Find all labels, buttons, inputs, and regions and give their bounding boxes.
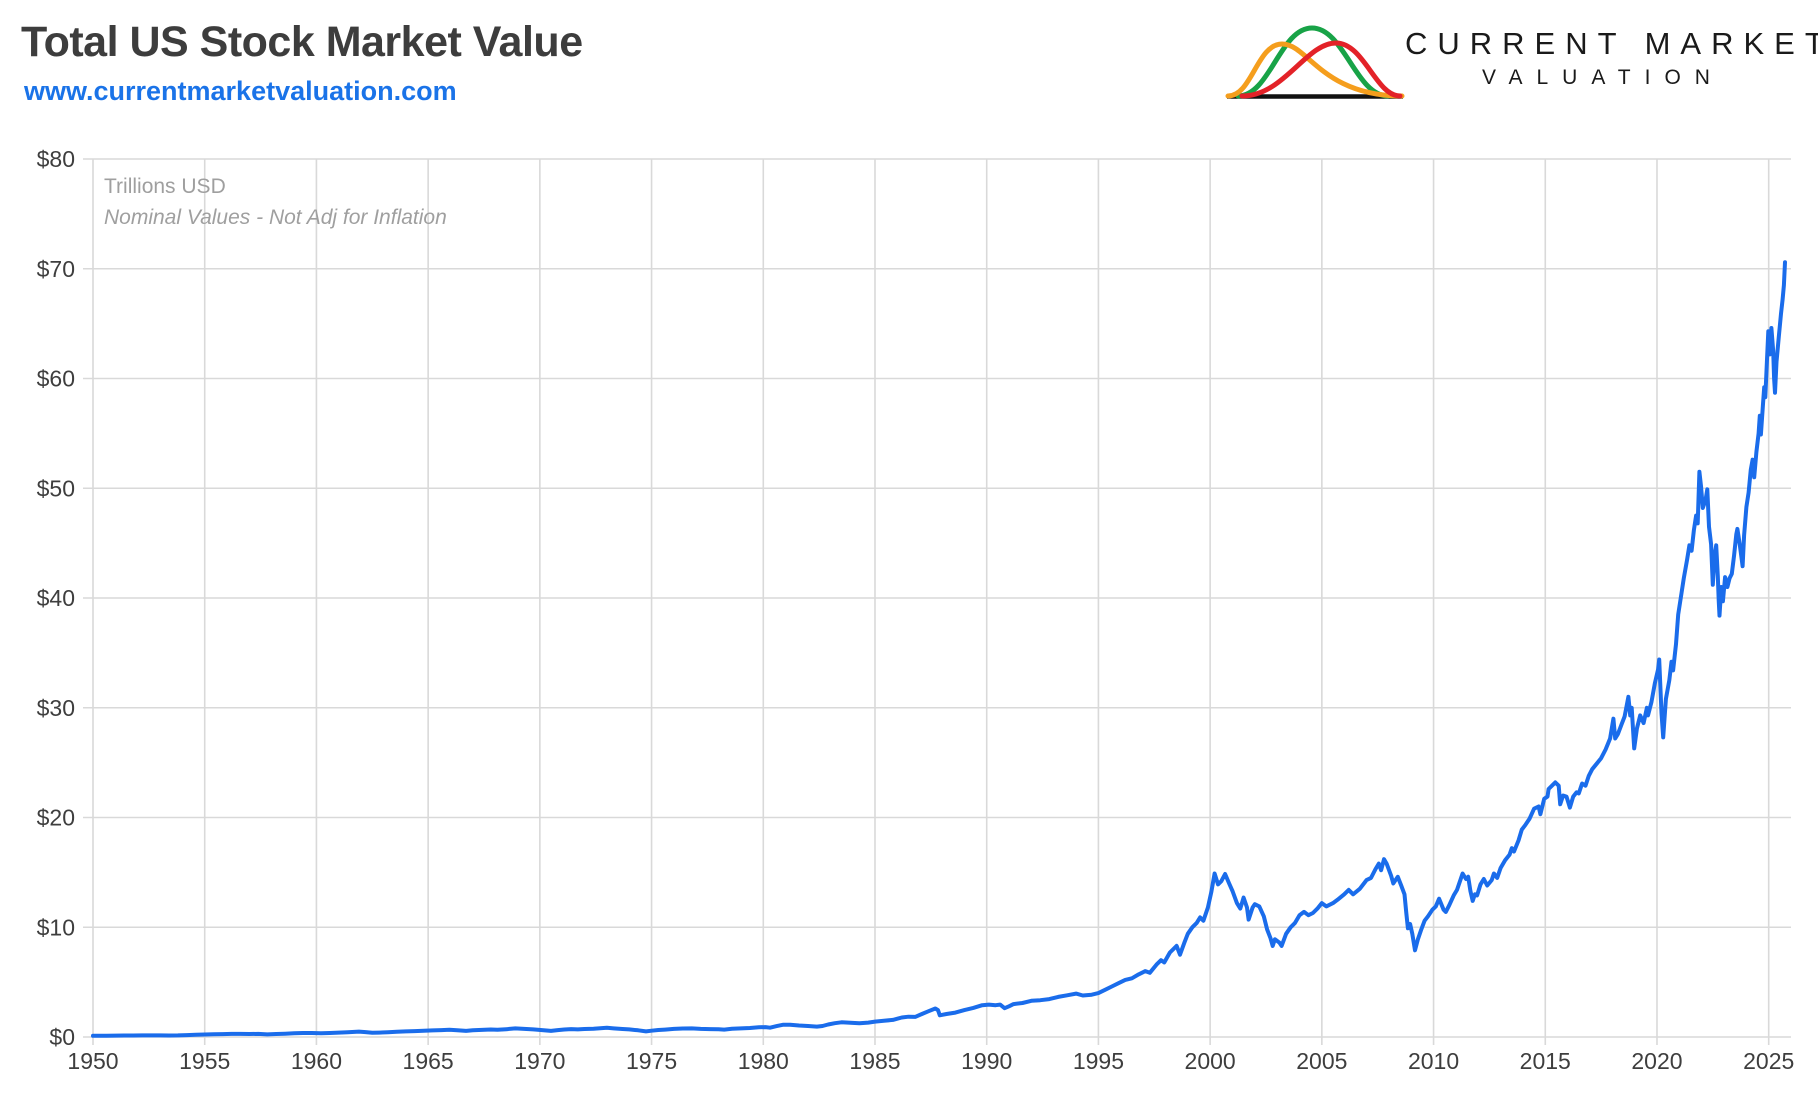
x-tick-label: 1970	[514, 1048, 565, 1074]
x-tick-label: 1990	[961, 1048, 1012, 1074]
y-tick-label: $30	[37, 695, 75, 721]
x-tick-label: 1960	[291, 1048, 342, 1074]
x-tick-label: 1985	[849, 1048, 900, 1074]
bell-curves-icon	[1225, 25, 1405, 99]
x-tick-label: 1980	[738, 1048, 789, 1074]
y-tick-label: $70	[37, 256, 75, 282]
unit-annotation: Trillions USD	[104, 175, 226, 198]
brand-logo: CURRENT MARKET VALUATION	[1222, 0, 1818, 115]
x-tick-label: 1950	[67, 1048, 118, 1074]
y-tick-label: $0	[49, 1024, 75, 1050]
page-title: Total US Stock Market Value	[21, 18, 583, 66]
x-tick-label: 2010	[1408, 1048, 1459, 1074]
x-tick-label: 1995	[1073, 1048, 1124, 1074]
x-tick-label: 2025	[1743, 1048, 1794, 1074]
brand-name: CURRENT MARKET VALUATION	[1405, 26, 1818, 90]
x-tick-label: 1965	[403, 1048, 454, 1074]
y-tick-label: $40	[37, 585, 75, 611]
brand-name-line2: VALUATION	[1482, 66, 1724, 89]
x-tick-label: 2015	[1520, 1048, 1571, 1074]
y-tick-label: $20	[37, 805, 75, 831]
brand-name-line1: CURRENT MARKET	[1405, 26, 1818, 61]
gridlines	[83, 158, 1791, 1045]
site-url-link[interactable]: www.currentmarketvaluation.com	[24, 76, 457, 106]
inflation-annotation: Nominal Values - Not Adj for Inflation	[104, 206, 447, 229]
x-tick-label: 2000	[1185, 1048, 1236, 1074]
x-tick-label: 2005	[1296, 1048, 1347, 1074]
y-tick-label: $10	[37, 914, 75, 940]
y-tick-label: $80	[37, 146, 75, 172]
y-axis-labels: $0 $10 $20 $30 $40 $50 $60 $70 $80	[37, 146, 75, 1050]
y-tick-label: $60	[37, 366, 75, 392]
y-tick-label: $50	[37, 475, 75, 501]
x-tick-label: 1955	[179, 1048, 230, 1074]
series-line	[91, 260, 1787, 1038]
x-tick-label: 1975	[626, 1048, 677, 1074]
x-axis-labels: 1950 1955 1960 1965 1970 1975 1980 1985 1990 1995…	[67, 1048, 1794, 1074]
x-tick-label: 2020	[1631, 1048, 1682, 1074]
